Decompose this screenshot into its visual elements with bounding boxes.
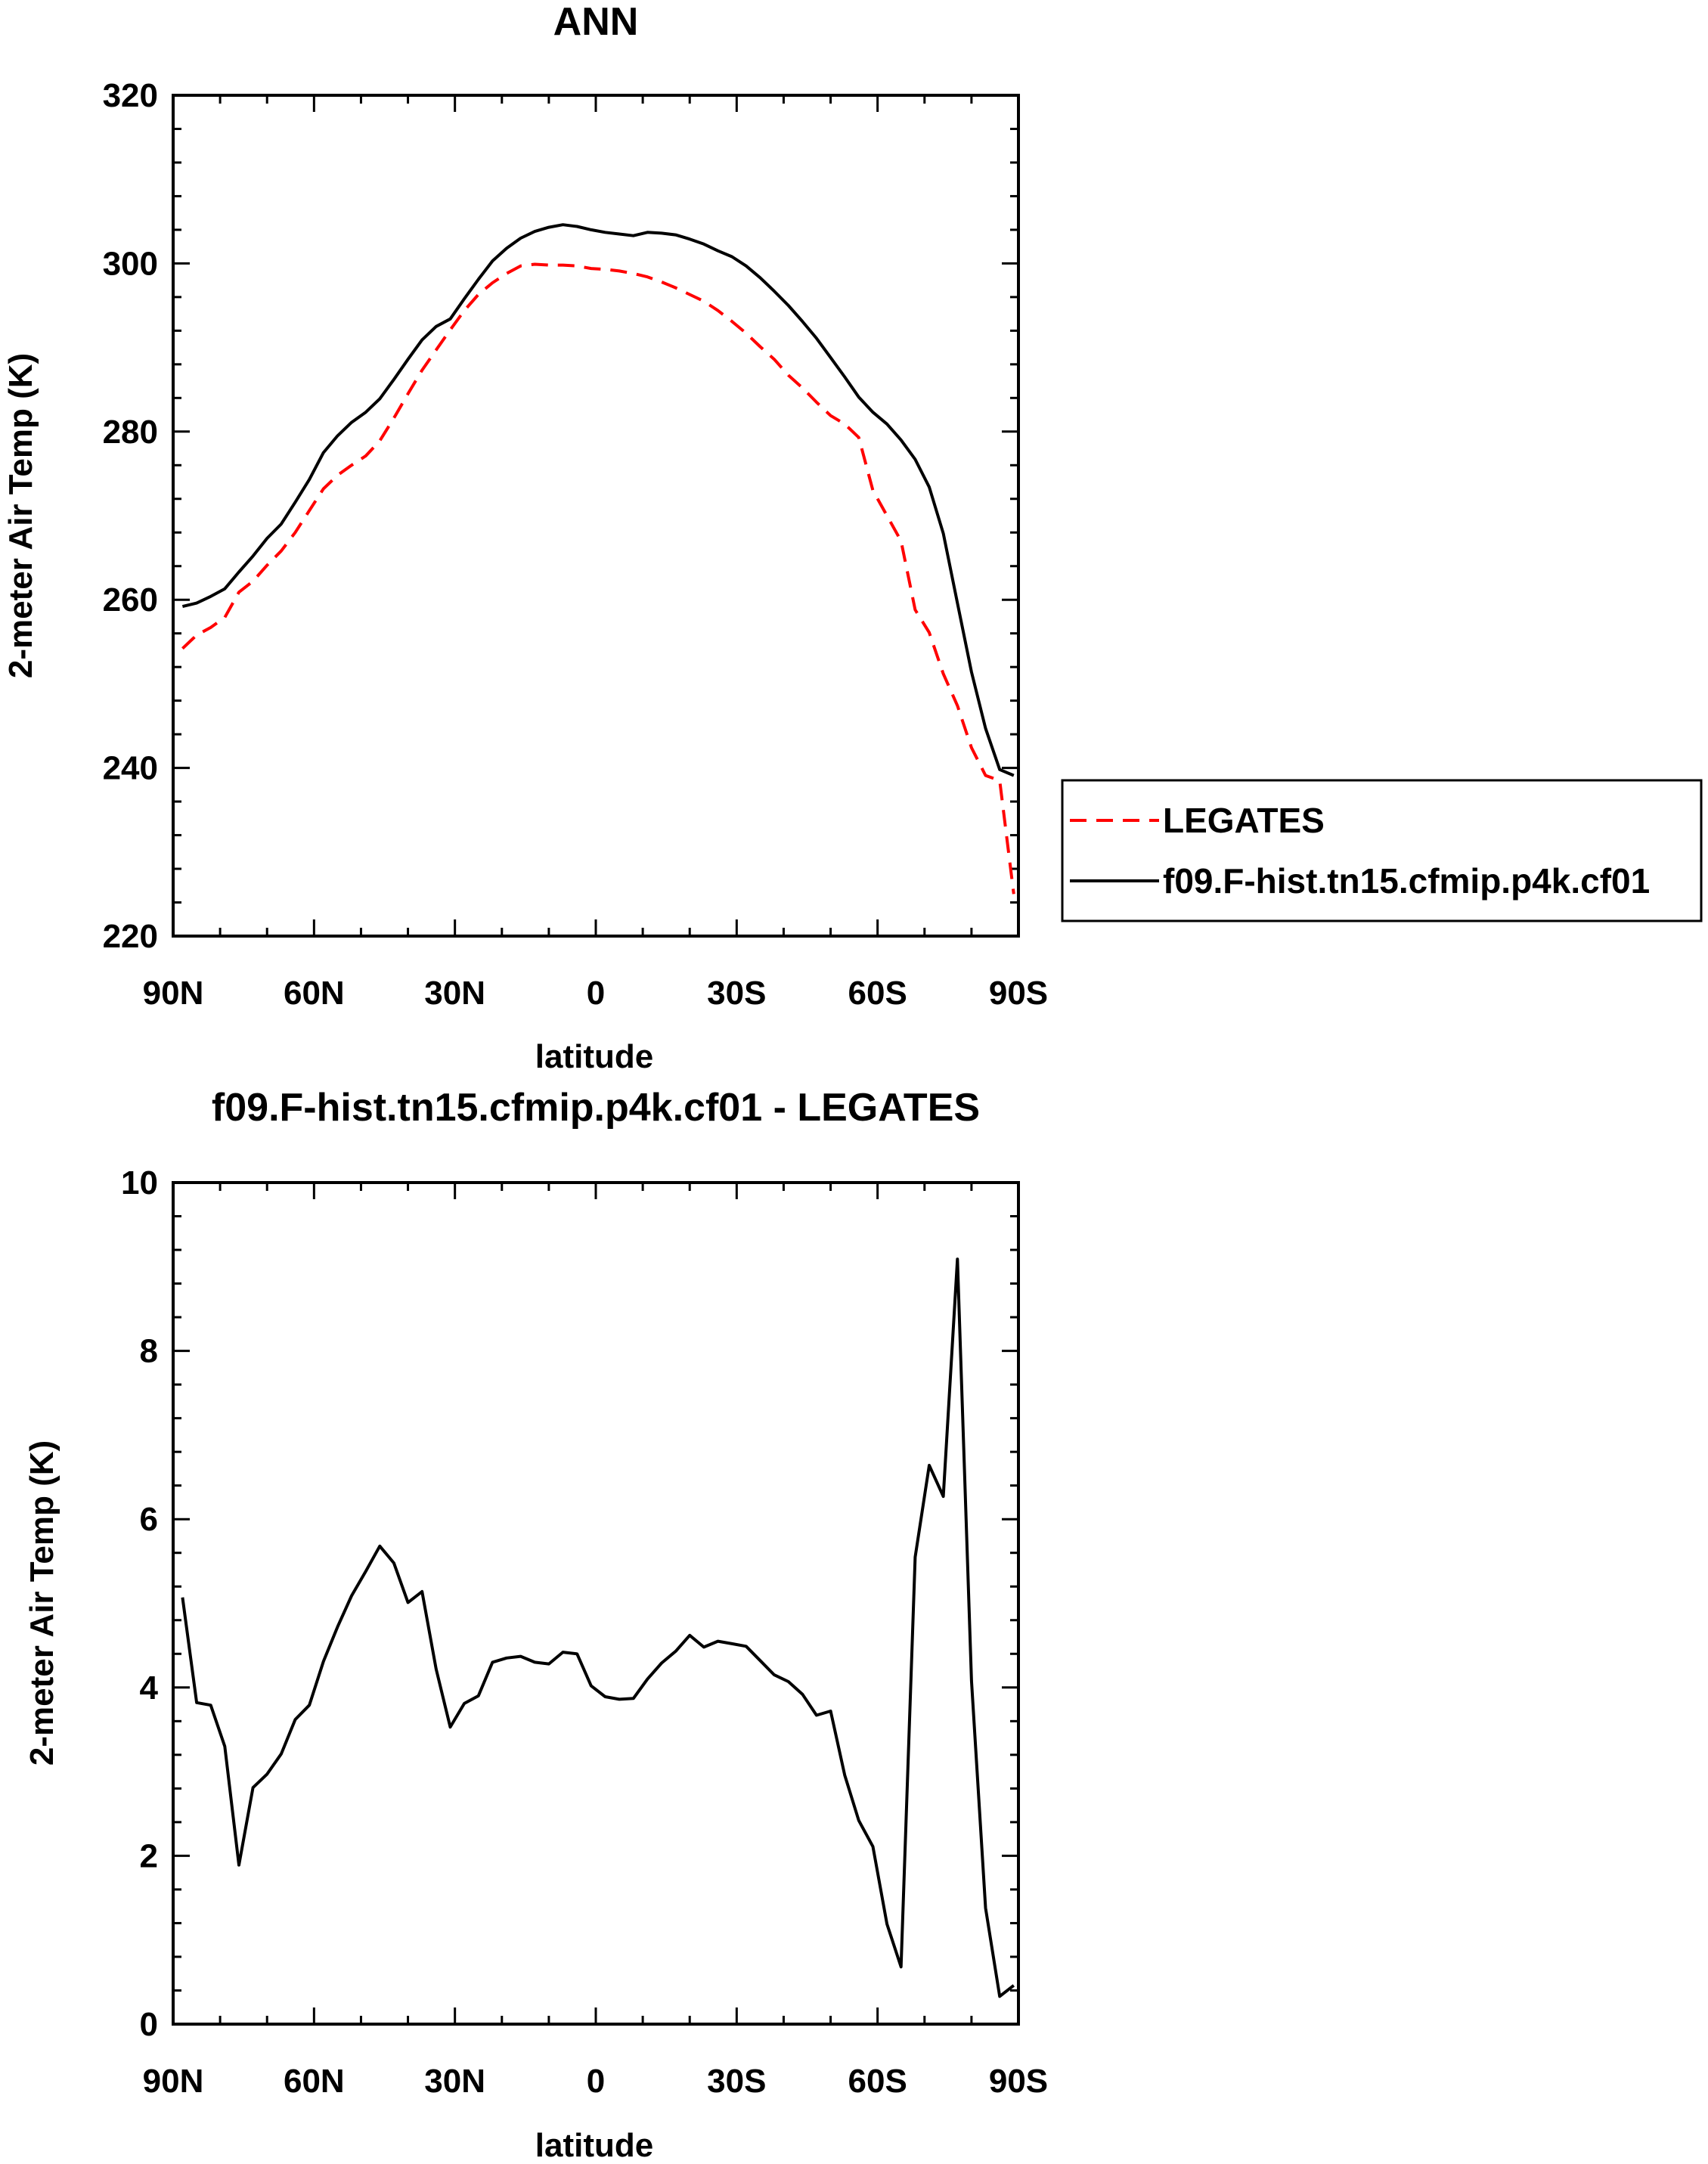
x-tick-label: 60N (284, 2063, 345, 2100)
legend-box (1061, 779, 1703, 922)
x-tick-label: 0 (587, 2063, 605, 2100)
y-tick-label: 2 (140, 1837, 158, 1874)
x-tick-label: 30N (424, 2063, 485, 2100)
x-tick-label: 90S (989, 975, 1048, 1012)
x-axis-label: latitude (535, 1038, 653, 1075)
x-tick-label: 30S (707, 2063, 766, 2100)
panel-ann: ANN 90N 60N 30N 0 30S 60S 90S 220 240 260 280 300 32… (2, 0, 1703, 1075)
x-tick-label: 90N (143, 975, 204, 1012)
x-tick-label: 0 (587, 975, 605, 1012)
y-tick-label: 8 (140, 1333, 158, 1370)
y-tick-label: 6 (140, 1501, 158, 1538)
x-tick-label: 60S (848, 2063, 907, 2100)
x-tick-label: 60N (284, 975, 345, 1012)
x-tick-label: 30N (424, 975, 485, 1012)
y-tick-label: 220 (103, 918, 158, 955)
y-axis-label: 2-meter Air Temp (K) (23, 1440, 60, 1766)
series-line-difference (181, 1257, 1015, 1998)
panel-difference: f09.F-hist.tn15.cfmip.p4k.cf01 - LEGATES… (23, 1086, 1048, 2164)
x-tick-label: 90S (989, 2063, 1048, 2100)
y-tick-label: 4 (140, 1670, 159, 1707)
y-tick-label: 300 (103, 245, 158, 282)
plot-frame (172, 94, 1020, 938)
y-tick-label: 320 (103, 77, 158, 114)
x-tick-label: 90N (143, 2063, 204, 2100)
series-line-legates (181, 262, 1015, 894)
series-line-f09-f-hist-tn15-cfmip-p4k-cf01 (181, 223, 1015, 777)
y-tick-label: 10 (121, 1164, 158, 1201)
x-axis-label: latitude (535, 2127, 653, 2164)
x-tick-label: 30S (707, 975, 766, 1012)
legend-label-legates: LEGATES (1163, 801, 1325, 840)
y-tick-label: 0 (140, 2006, 158, 2043)
x-tick-label: 60S (848, 975, 907, 1012)
legend: LEGATES f09.F-hist.tn15.cfmip.p4k.cf01 (1061, 779, 1703, 922)
legend-label-model: f09.F-hist.tn15.cfmip.p4k.cf01 (1163, 861, 1650, 901)
plot-frame (172, 1181, 1020, 2026)
chart-title: ANN (553, 0, 639, 44)
y-tick-label: 280 (103, 414, 158, 451)
y-axis-label: 2-meter Air Temp (K) (2, 353, 39, 678)
y-tick-label: 240 (103, 750, 158, 787)
chart-title: f09.F-hist.tn15.cfmip.p4k.cf01 - LEGATES (212, 1086, 980, 1130)
y-tick-label: 260 (103, 581, 158, 619)
